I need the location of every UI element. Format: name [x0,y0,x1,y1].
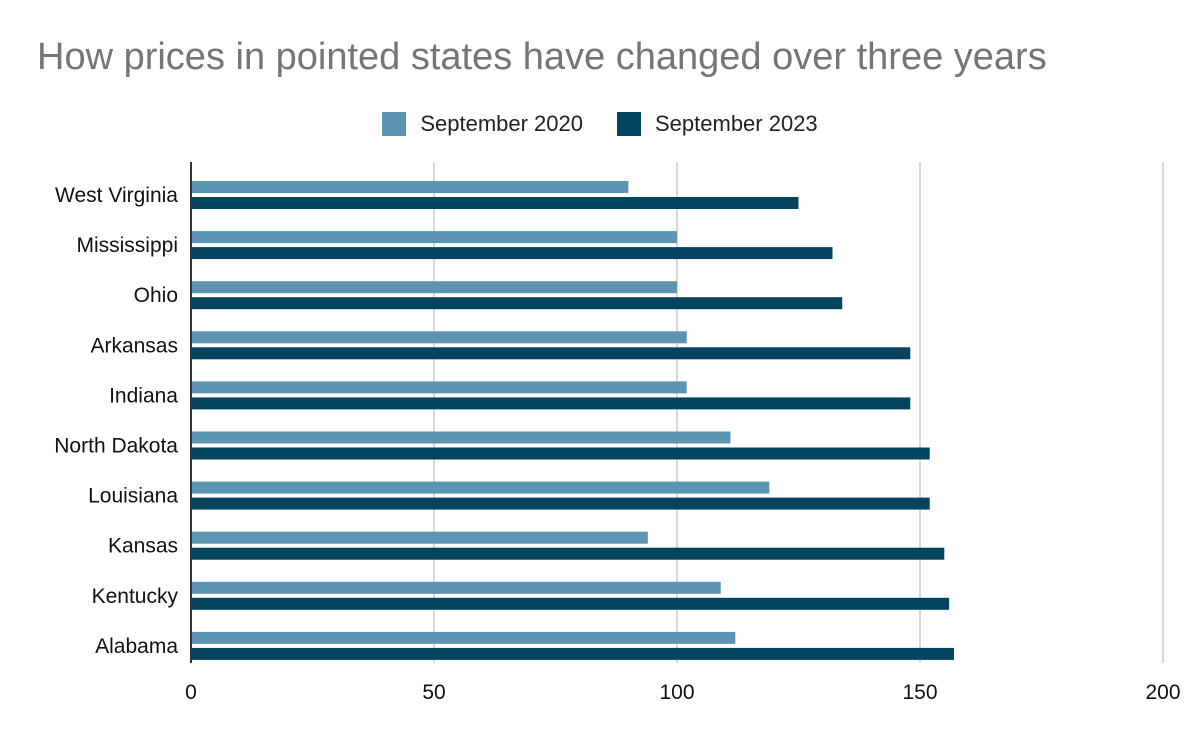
bar-1-2 [191,281,677,294]
x-tick-label-2: 100 [659,681,694,704]
bar-2-7 [191,547,945,560]
bar-1-0 [191,181,629,193]
category-label-3: Arkansas [90,334,178,357]
x-tick-label-1: 50 [422,681,445,704]
category-label-4: Indiana [109,384,178,407]
bar-2-3 [191,347,911,360]
category-label-0: West Virginia [55,184,178,207]
bar-2-0 [191,197,799,209]
x-tick-label-3: 150 [902,681,937,704]
category-label-2: Ohio [134,284,178,307]
category-label-9: Alabama [95,635,178,658]
legend-label-series-1: September 2020 [420,111,583,136]
bar-1-8 [191,581,721,594]
legend-item-series-2: September 2023 [617,111,818,137]
category-label-5: North Dakota [54,435,178,458]
legend-item-series-1: September 2020 [382,111,583,137]
bar-1-6 [191,481,770,494]
bar-2-1 [191,247,833,260]
bar-1-5 [191,431,731,444]
bar-2-4 [191,397,911,410]
bar-2-9 [191,647,955,660]
x-tick-label-4: 200 [1145,681,1180,704]
legend-label-series-2: September 2023 [655,111,818,136]
bar-1-9 [191,631,736,644]
bar-2-8 [191,597,950,610]
bar-1-1 [191,231,677,244]
category-label-6: Louisiana [88,485,178,508]
category-label-8: Kentucky [92,585,179,608]
category-label-1: Mississippi [76,234,178,257]
bar-2-6 [191,497,930,510]
bar-2-2 [191,297,843,310]
bar-1-7 [191,531,648,544]
legend: September 2020 September 2023 [0,108,1200,140]
category-label-7: Kansas [108,535,178,558]
chart-title: How prices in pointed states have change… [37,36,1047,78]
x-tick-label-0: 0 [185,681,197,704]
legend-swatch-series-1 [382,112,407,136]
bar-1-3 [191,331,687,344]
bar-2-5 [191,447,930,460]
bar-1-4 [191,381,687,394]
legend-swatch-series-2 [617,112,641,136]
